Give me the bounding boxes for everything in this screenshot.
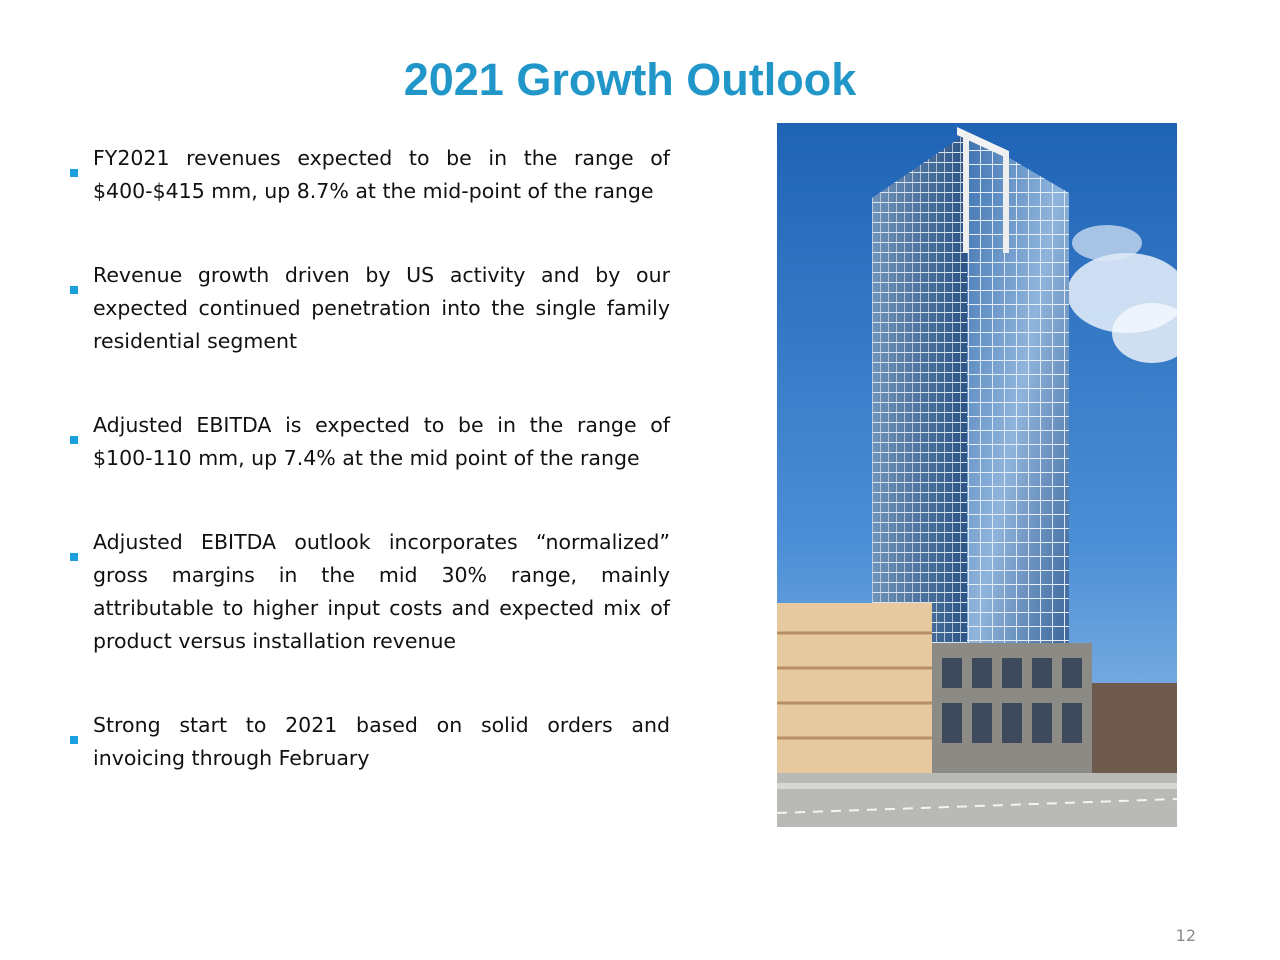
bullet-text: Strong start to 2021 based on solid orde… [93, 713, 670, 770]
bullet-text: FY2021 revenues expected to be in the ra… [93, 146, 670, 203]
square-bullet-icon [70, 421, 78, 444]
bullet-item: Revenue growth driven by US activity and… [68, 259, 670, 358]
bullet-text: Adjusted EBITDA outlook incorporates “no… [93, 530, 670, 653]
bullet-text: Adjusted EBITDA is expected to be in the… [93, 413, 670, 470]
bullet-text: Revenue growth driven by US activity and… [93, 263, 670, 353]
bullet-item: Strong start to 2021 based on solid orde… [68, 709, 670, 775]
bullet-item: FY2021 revenues expected to be in the ra… [68, 142, 670, 208]
page-number: 12 [1175, 926, 1196, 945]
bullet-list: FY2021 revenues expected to be in the ra… [68, 142, 670, 775]
building-photo [777, 123, 1177, 827]
square-bullet-icon [70, 154, 78, 177]
square-bullet-icon [70, 538, 78, 561]
square-bullet-icon [70, 721, 78, 744]
bullet-item: Adjusted EBITDA outlook incorporates “no… [68, 526, 670, 658]
slide-title: 2021 Growth Outlook [403, 54, 857, 105]
bullet-item: Adjusted EBITDA is expected to be in the… [68, 409, 670, 475]
square-bullet-icon [70, 271, 78, 294]
